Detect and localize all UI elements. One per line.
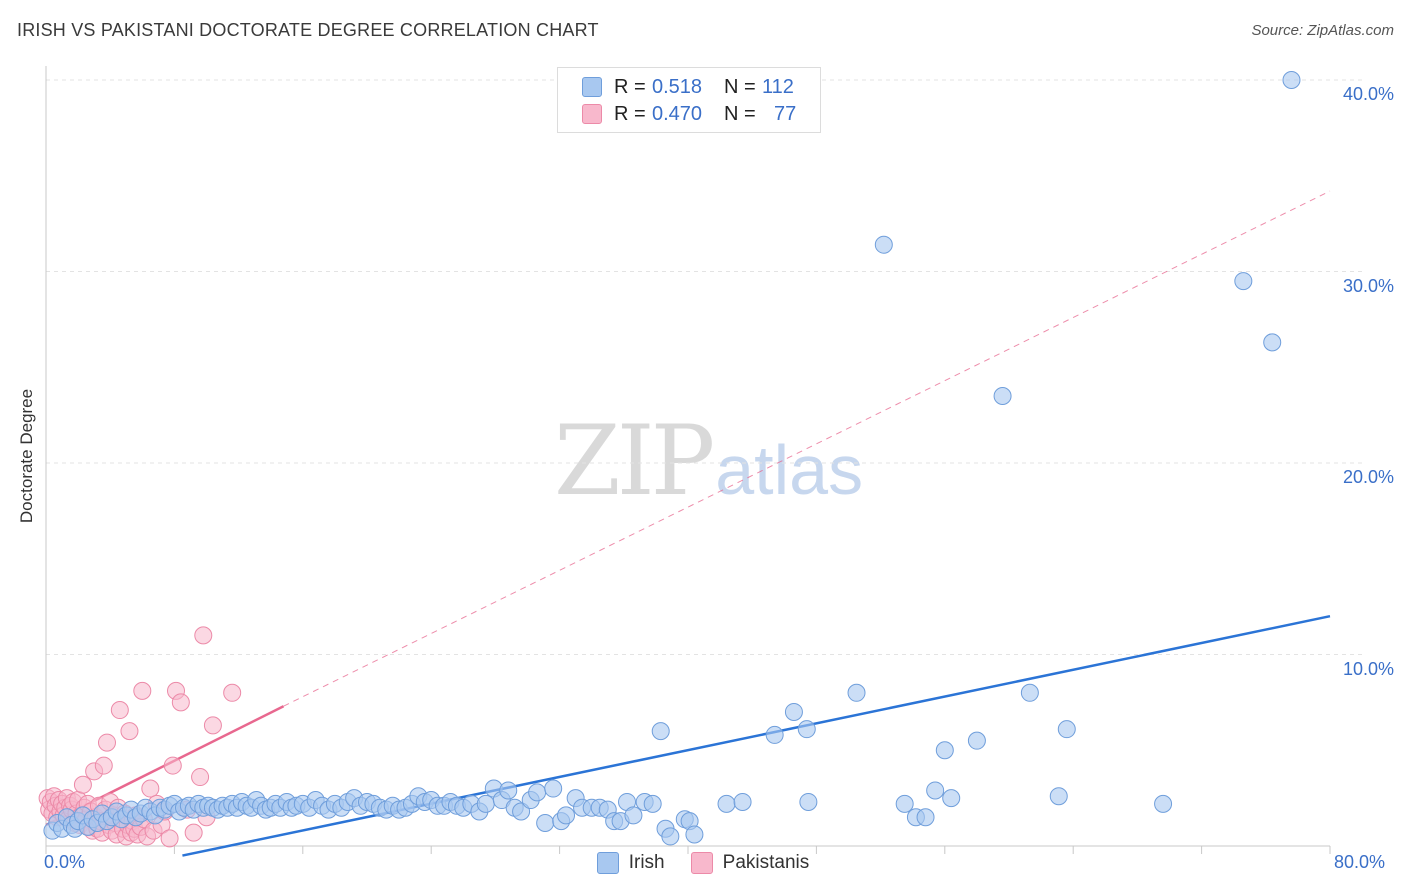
irish-point [942,789,961,808]
pakistanis-point [203,716,222,735]
pakistanis-point [133,681,152,700]
pakistanis-point [97,733,116,752]
n-label: N = [724,102,756,125]
watermark-atlas: atlas [715,431,864,509]
irish-points [43,71,1301,846]
r-value: 0.470 [652,102,703,125]
irish-trend-line [182,614,1331,857]
pakistanis-point [223,683,242,702]
n-label: N = [724,75,756,98]
irish-point [895,794,914,813]
r-value: 0.518 [652,75,703,98]
r-label: R = [614,75,646,98]
n-value: 112 [762,75,794,98]
pakistanis-point [160,829,179,848]
legend-label-pakistanis: Pakistanis [722,852,810,873]
irish-point [1234,272,1253,291]
axes-layer [45,66,1331,854]
pakistanis-point [94,756,113,775]
x-tick-label-max: 80.0% [1334,852,1386,872]
pakistanis-point [191,768,210,787]
x-tick-label-min: 0.0% [44,852,86,872]
irish-point [1049,787,1068,806]
legend-label-irish: Irish [628,852,665,873]
irish-point [926,781,945,800]
correlation-legend: R = 0.518 N = 112 R = 0.470 N = 77 [557,67,821,133]
pakistanis-point [163,756,182,775]
chart-title: IRISH VS PAKISTANI DOCTORATE DEGREE CORR… [17,20,599,40]
legend-row-irish: R = 0.518 N = 112 [582,74,794,100]
irish-point [765,725,784,744]
irish-point [536,814,555,833]
irish-point [643,794,662,813]
irish-point [1282,71,1301,89]
irish-point [916,808,935,827]
pakistanis-point [194,626,213,645]
y-tick-label: 30.0% [1342,275,1394,296]
irish-point [797,720,816,739]
irish-point [1154,794,1173,813]
y-tick-label: 20.0% [1342,467,1394,487]
irish-point [499,781,518,800]
irish-point [476,794,495,813]
irish-point [874,235,893,254]
pakistanis-point [171,693,190,712]
watermark-zip: ZIP [554,405,715,517]
irish-point [784,702,803,721]
pakistanis-point [141,779,160,798]
irish-point [967,731,986,750]
irish-point [544,779,563,798]
irish-point [935,741,954,760]
series-legend: Irish Pakistanis [0,852,1406,874]
pakistanis-swatch [582,104,602,124]
irish-point [1020,683,1039,702]
r-label: R = [614,102,646,125]
irish-point [847,683,866,702]
y-tick-label: 40.0% [1342,84,1394,104]
source-credit: Source: ZipAtlas.com [1251,22,1394,39]
pakistanis-point [73,775,92,794]
pakistanis-point [184,823,203,842]
irish-point [993,386,1012,405]
watermark: ZIPatlas [554,405,863,517]
irish-point [717,794,736,813]
irish-point [799,792,818,811]
n-value: 77 [774,102,797,125]
legend-item-irish: Irish [596,852,665,874]
irish-point [557,806,576,825]
irish-point [512,802,531,821]
irish-point [1263,333,1282,352]
legend-row-pakistanis: R = 0.470 N = 77 [582,101,796,127]
irish-swatch [596,852,619,874]
pakistanis-swatch [690,852,713,874]
irish-point [733,792,752,811]
grid-layer [46,79,1366,655]
pakistanis-point [120,722,139,741]
irish-point [661,827,680,846]
irish-point [651,722,670,741]
irish-point [685,825,704,844]
irish-point [624,806,643,825]
pakistanis-trend-line-extended [283,190,1331,707]
irish-swatch [582,77,602,97]
pakistanis-point [110,701,129,720]
irish-point [528,783,547,802]
legend-item-pakistanis: Pakistanis [690,852,810,874]
y-tick-label: 10.0% [1342,658,1394,679]
trend-lines [45,190,1331,857]
irish-point [1057,720,1076,739]
